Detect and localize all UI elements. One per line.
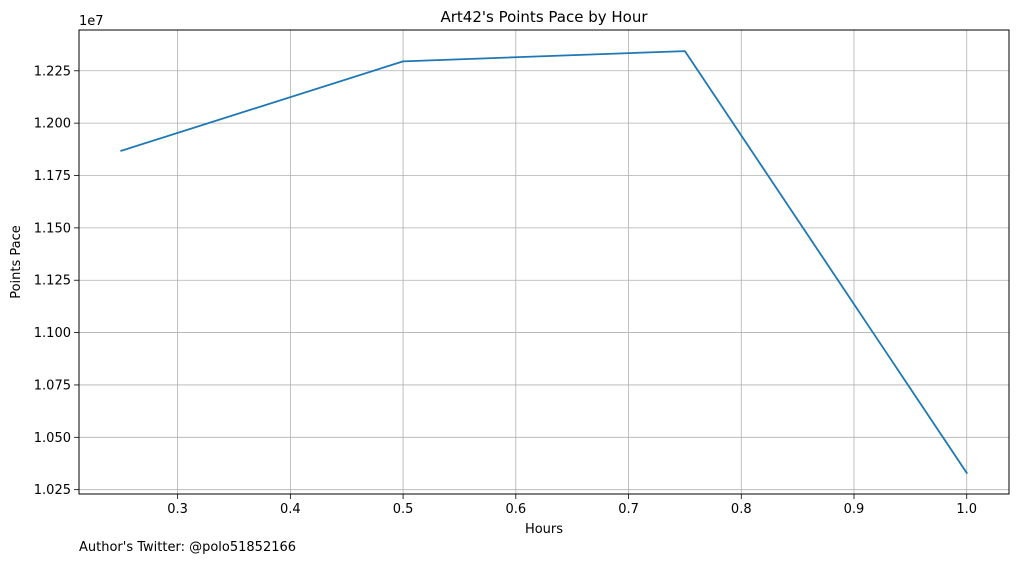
y-axis-scale-label: 1e7 (79, 14, 104, 29)
y-tick-label: 1.150 (34, 221, 71, 236)
series-layer (120, 50, 968, 475)
y-axis-label: Points Pace (9, 225, 24, 299)
x-axis-label: Hours (525, 522, 563, 537)
x-tick-label: 0.4 (280, 502, 301, 517)
y-tick-label: 1.100 (34, 326, 71, 341)
y-tick-label: 1.025 (34, 483, 71, 498)
y-tick-label: 1.075 (34, 378, 71, 393)
author-credit: Author's Twitter: @polo51852166 (79, 540, 296, 555)
series-line (120, 50, 968, 475)
x-tick-label: 0.6 (505, 502, 526, 517)
y-tick-label: 1.175 (34, 169, 71, 184)
grid (79, 30, 1009, 494)
x-tick-label: 0.5 (393, 502, 414, 517)
y-tick-label: 1.050 (34, 431, 71, 446)
x-tick-label: 0.9 (844, 502, 865, 517)
plot-frame (78, 29, 1010, 495)
x-tick-label: 0.8 (731, 502, 752, 517)
x-tick-label: 1.0 (956, 502, 977, 517)
y-tick-label: 1.200 (34, 117, 71, 132)
y-axis: 1.025 1.050 1.075 1.100 1.125 1.150 1.175 1.200… (34, 64, 79, 498)
chart-title: Art42's Points Pace by Hour (440, 8, 648, 26)
x-tick-label: 0.3 (167, 502, 188, 517)
y-tick-label: 1.225 (34, 64, 71, 79)
x-axis: 0.3 0.4 0.5 0.6 0.7 0.8 0.9 1.0 (167, 494, 977, 517)
x-tick-label: 0.7 (618, 502, 639, 517)
y-tick-label: 1.125 (34, 274, 71, 289)
